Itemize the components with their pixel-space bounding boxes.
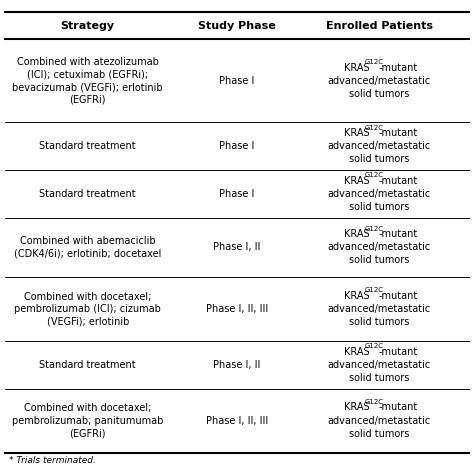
Text: Phase I: Phase I bbox=[219, 76, 255, 86]
Text: KRAS: KRAS bbox=[344, 346, 370, 356]
Text: -mutant: -mutant bbox=[379, 229, 418, 239]
Text: solid tumors: solid tumors bbox=[349, 89, 410, 99]
Text: G12C: G12C bbox=[365, 172, 383, 178]
Text: KRAS: KRAS bbox=[344, 128, 370, 138]
Text: Phase I, II, III: Phase I, II, III bbox=[206, 416, 268, 426]
Text: * Trials terminated.: * Trials terminated. bbox=[9, 456, 96, 465]
Text: Phase I: Phase I bbox=[219, 189, 255, 199]
Text: solid tumors: solid tumors bbox=[349, 428, 410, 439]
Text: G12C: G12C bbox=[365, 59, 383, 65]
Text: advanced/metastatic: advanced/metastatic bbox=[328, 141, 431, 151]
Text: Study Phase: Study Phase bbox=[198, 20, 276, 31]
Text: -mutant: -mutant bbox=[379, 128, 418, 138]
Text: KRAS: KRAS bbox=[344, 63, 370, 73]
Text: -mutant: -mutant bbox=[379, 346, 418, 356]
Text: advanced/metastatic: advanced/metastatic bbox=[328, 416, 431, 426]
Text: KRAS: KRAS bbox=[344, 402, 370, 412]
Text: KRAS: KRAS bbox=[344, 229, 370, 239]
Text: Combined with atezolizumab
(ICI); cetuximab (EGFRi);
bevacizumab (VEGFi); erloti: Combined with atezolizumab (ICI); cetuxi… bbox=[12, 57, 163, 104]
Text: G12C: G12C bbox=[365, 226, 383, 232]
Text: advanced/metastatic: advanced/metastatic bbox=[328, 304, 431, 314]
Text: G12C: G12C bbox=[365, 287, 383, 293]
Text: solid tumors: solid tumors bbox=[349, 317, 410, 327]
Text: -mutant: -mutant bbox=[379, 291, 418, 301]
Text: solid tumors: solid tumors bbox=[349, 155, 410, 164]
Text: advanced/metastatic: advanced/metastatic bbox=[328, 360, 431, 370]
Text: advanced/metastatic: advanced/metastatic bbox=[328, 189, 431, 199]
Text: -mutant: -mutant bbox=[379, 63, 418, 73]
Text: G12C: G12C bbox=[365, 125, 383, 131]
Text: Combined with docetaxel;
pembrolizumab (ICI); cizumab
(VEGFi); erlotinib: Combined with docetaxel; pembrolizumab (… bbox=[14, 292, 161, 327]
Text: KRAS: KRAS bbox=[344, 291, 370, 301]
Text: Phase I, II: Phase I, II bbox=[213, 242, 261, 252]
Text: Standard treatment: Standard treatment bbox=[39, 360, 136, 370]
Text: G12C: G12C bbox=[365, 399, 383, 405]
Text: solid tumors: solid tumors bbox=[349, 202, 410, 212]
Text: Combined with docetaxel;
pembrolizumab; panitumumab
(EGFRi): Combined with docetaxel; pembrolizumab; … bbox=[12, 403, 164, 438]
Text: Standard treatment: Standard treatment bbox=[39, 189, 136, 199]
Text: Phase I, II: Phase I, II bbox=[213, 360, 261, 370]
Text: Standard treatment: Standard treatment bbox=[39, 141, 136, 151]
Text: Phase I: Phase I bbox=[219, 141, 255, 151]
Text: advanced/metastatic: advanced/metastatic bbox=[328, 242, 431, 252]
Text: advanced/metastatic: advanced/metastatic bbox=[328, 76, 431, 86]
Text: Phase I, II, III: Phase I, II, III bbox=[206, 304, 268, 314]
Text: solid tumors: solid tumors bbox=[349, 373, 410, 383]
Text: solid tumors: solid tumors bbox=[349, 255, 410, 265]
Text: Strategy: Strategy bbox=[61, 20, 115, 31]
Text: G12C: G12C bbox=[365, 343, 383, 349]
Text: -mutant: -mutant bbox=[379, 402, 418, 412]
Text: -mutant: -mutant bbox=[379, 176, 418, 186]
Text: Enrolled Patients: Enrolled Patients bbox=[326, 20, 433, 31]
Text: KRAS: KRAS bbox=[344, 176, 370, 186]
Text: Combined with abemaciclib
(CDK4/6i); erlotinib; docetaxel: Combined with abemaciclib (CDK4/6i); erl… bbox=[14, 236, 161, 258]
